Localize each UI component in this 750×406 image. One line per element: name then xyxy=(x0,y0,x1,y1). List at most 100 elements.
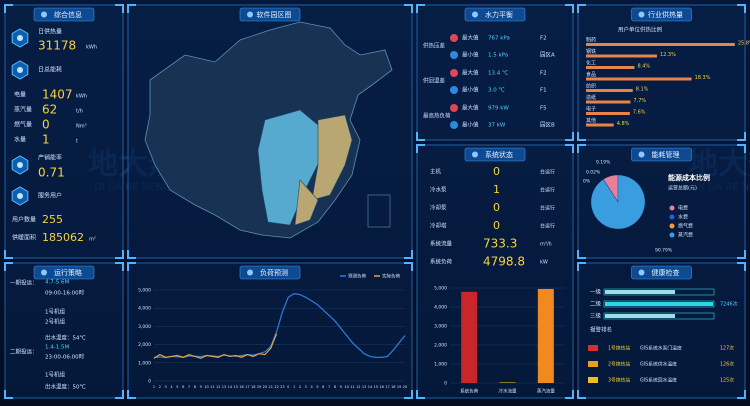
panel-corner xyxy=(4,250,13,259)
label: 126次 xyxy=(720,361,734,368)
panel-corner xyxy=(404,4,413,13)
progress-track xyxy=(603,300,715,308)
label: 2号机组 xyxy=(45,318,65,326)
panel-corner xyxy=(127,4,136,13)
label: 8.1% xyxy=(636,87,649,93)
label: 最高热负荷 xyxy=(423,112,451,120)
label: 用户单位供热比例 xyxy=(618,26,663,34)
panel-corner xyxy=(577,4,586,13)
panel-corner xyxy=(404,390,413,399)
panel-corner xyxy=(577,250,586,259)
x-tick-label: 8 xyxy=(194,385,196,389)
panel-title-bg xyxy=(631,147,692,162)
legend-label: 蒸汽费 xyxy=(678,232,693,239)
label: 3.0 ℃ xyxy=(488,87,505,94)
panel-corner xyxy=(416,132,425,141)
label: 供热压差 xyxy=(423,42,446,50)
alarm-flag xyxy=(588,345,598,351)
panel-title: 水力平衡 xyxy=(485,10,513,19)
x-tick-label: 3 xyxy=(165,385,167,389)
label: 0 xyxy=(493,219,500,232)
x-tick-label: 16 xyxy=(379,385,383,389)
panel-title-bg xyxy=(239,7,301,22)
label: t xyxy=(76,139,78,145)
label: 出水温度：50℃ xyxy=(45,383,86,391)
panel-corner xyxy=(4,262,13,271)
panel-title: 能耗管理 xyxy=(652,150,680,159)
panel-corner xyxy=(404,250,413,259)
bar xyxy=(586,89,633,92)
label: 12.3% xyxy=(660,52,676,58)
label: 系统流量 xyxy=(430,240,453,248)
label: 0.71 xyxy=(38,166,65,180)
pie-label: 0% xyxy=(583,179,591,185)
panel-corner xyxy=(737,132,746,141)
x-tick-label: 16 xyxy=(239,385,243,389)
panel-corner xyxy=(737,250,746,259)
panel-title-bg xyxy=(33,7,95,22)
label: kWh xyxy=(76,94,87,100)
label: 2号换热站 xyxy=(608,361,630,368)
x-tick-label: 19 xyxy=(397,385,401,389)
panel-corner xyxy=(416,144,425,153)
y-tick-label: 5,000 xyxy=(434,286,447,292)
label: 09:00-16:00时 xyxy=(45,289,85,297)
x-tick-label: 7 xyxy=(328,385,330,389)
alarm-flag xyxy=(588,361,598,367)
label: 其他 xyxy=(586,117,596,124)
label: 化工 xyxy=(586,60,596,67)
label: 最小值 xyxy=(462,121,479,129)
label: 主机 xyxy=(430,168,442,176)
pie-label: 0.02% xyxy=(586,170,601,176)
label: 7.6% xyxy=(633,110,646,116)
x-tick-label: 19 xyxy=(257,385,261,389)
panel-corner xyxy=(4,390,13,399)
legend-label: 实际负荷 xyxy=(382,273,400,280)
label: 台运行 xyxy=(540,223,555,230)
x-tick-label: 14 xyxy=(368,385,373,389)
x-tick-label: 蒸汽流量 xyxy=(537,388,555,395)
x-tick-label: 3 xyxy=(305,385,307,389)
bar xyxy=(499,382,516,383)
x-tick-label: 4 xyxy=(170,385,173,389)
panel-title-bg xyxy=(33,265,95,280)
bar xyxy=(586,43,735,46)
legend-swatch xyxy=(669,223,675,229)
panel-title-bg xyxy=(464,147,526,162)
panel-title-icon xyxy=(472,151,478,158)
panel-title: 行业供热量 xyxy=(648,10,683,19)
panel-corner xyxy=(737,390,746,399)
label: 31178 xyxy=(38,39,76,53)
panel-title: 负荷预测 xyxy=(260,268,288,277)
panel-corner xyxy=(127,262,136,271)
label: 185062 xyxy=(42,231,84,244)
x-tick-label: 冷水流量 xyxy=(499,388,517,395)
label: 62 xyxy=(42,103,57,117)
label: Nm³ xyxy=(76,124,87,130)
icon-dot xyxy=(17,162,23,168)
label: 3号换热站 xyxy=(608,377,630,384)
panel-corner xyxy=(115,4,124,13)
pie-label: 90.79% xyxy=(655,248,673,254)
label: 制药 xyxy=(586,37,596,44)
panel-corner xyxy=(416,4,425,13)
panel-title: 运行策略 xyxy=(54,268,82,277)
panel-corner xyxy=(565,390,574,399)
bar xyxy=(461,291,478,383)
panel-corner xyxy=(577,390,586,399)
pie-slice xyxy=(590,174,646,230)
label: 造纸 xyxy=(586,94,596,101)
x-tick-label: 17 xyxy=(385,385,389,389)
panel-title-icon xyxy=(638,11,645,18)
icon-dot xyxy=(17,35,23,41)
label: 7246次 xyxy=(720,301,738,308)
label: 运营总额(元) xyxy=(668,185,697,192)
panel-corner xyxy=(115,262,124,271)
x-tick-label: 18 xyxy=(251,385,255,389)
x-tick-label: 23 xyxy=(280,385,284,389)
panel-corner xyxy=(565,144,574,153)
label: 电子 xyxy=(586,106,596,113)
panel-title-bg xyxy=(239,265,301,280)
x-tick-label: 5 xyxy=(316,385,318,389)
bar xyxy=(586,123,614,127)
